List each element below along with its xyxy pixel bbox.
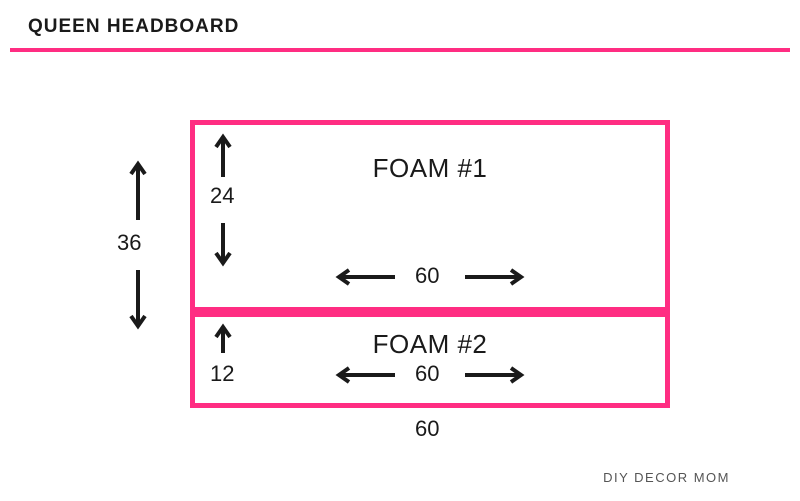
arrow-down-icon [213,223,233,267]
foam-2-label: FOAM #2 [373,329,488,360]
panel-1-height-value: 24 [210,183,234,209]
arrow-left-icon [335,267,395,287]
arrow-right-icon [465,267,525,287]
arrow-up-icon [128,160,148,220]
arrow-up-icon [213,133,233,177]
arrow-left-icon [335,365,395,385]
title-underline [10,48,790,52]
arrow-right-icon [465,365,525,385]
foam-panel-1: FOAM #1 24 60 [190,120,670,312]
page-title: QUEEN HEADBOARD [28,16,239,38]
arrow-up-icon [213,323,233,353]
foam-1-label: FOAM #1 [373,153,488,184]
foam-panel-2: FOAM #2 12 60 [190,312,670,408]
panel-2-width-value: 60 [415,361,439,387]
bottom-width-value: 60 [415,416,439,442]
total-height-value: 36 [117,230,141,256]
panel-2-height-value: 12 [210,361,234,387]
credit-text: DIY DECOR MOM [603,470,730,485]
arrow-down-icon [128,270,148,330]
panel-1-width-value: 60 [415,263,439,289]
headboard-diagram: FOAM #1 24 60 FOAM #2 12 [190,120,670,408]
